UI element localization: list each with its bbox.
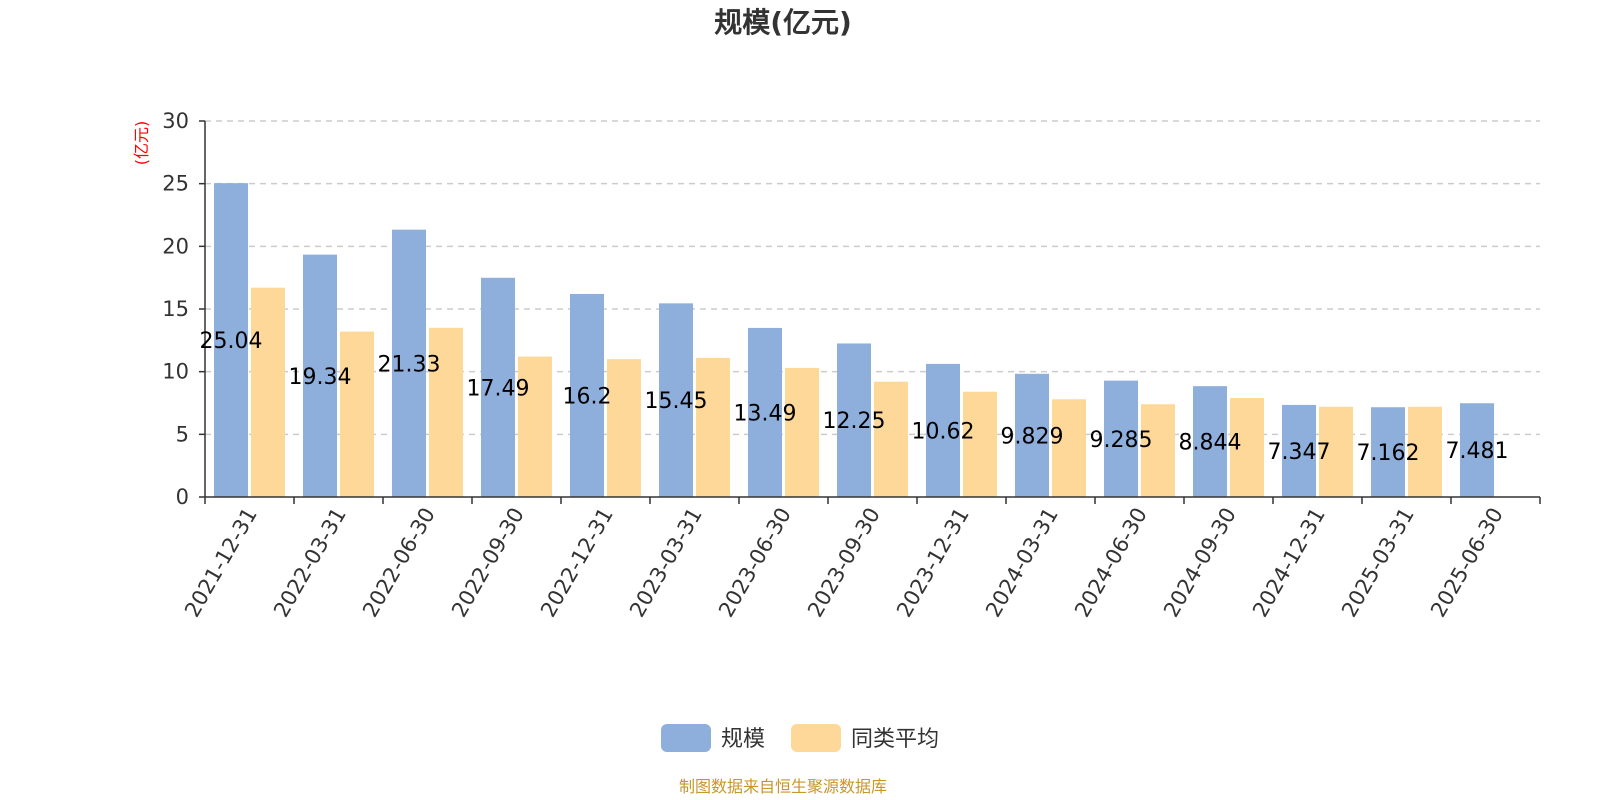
bar-peer-average[interactable] xyxy=(696,357,730,497)
bar-peer-average[interactable] xyxy=(1230,397,1264,497)
bar-peer-average[interactable] xyxy=(1052,399,1086,497)
y-axis: 0 5 10 15 20 25 30 xyxy=(162,109,206,509)
bar-peer-average[interactable] xyxy=(963,391,997,497)
bar-peer-average[interactable] xyxy=(340,331,374,497)
x-tick-label: 2024-03-31 xyxy=(981,504,1063,622)
bar-peer-average[interactable] xyxy=(251,287,285,497)
y-tick-label: 0 xyxy=(176,485,189,509)
bar-scale[interactable] xyxy=(748,327,782,497)
x-tick-label: 2025-06-30 xyxy=(1426,504,1508,622)
x-axis: 2021-12-31 2022-03-31 2022-06-30 2022-09-30… xyxy=(180,496,1541,622)
x-tick-label: 2023-03-31 xyxy=(625,504,707,622)
chart-title: 规模(亿元) xyxy=(714,6,852,39)
legend-label: 规模 xyxy=(721,727,765,752)
bar-scale[interactable] xyxy=(659,303,693,497)
x-tick-label: 2021-12-31 xyxy=(180,504,262,622)
x-tick-label: 2022-09-30 xyxy=(447,504,529,622)
y-axis-unit-label: (亿元) xyxy=(132,121,151,166)
y-tick-label: 20 xyxy=(162,234,189,258)
bar-scale[interactable] xyxy=(570,293,604,497)
data-label: 8.844 xyxy=(1179,431,1242,456)
data-label: 10.62 xyxy=(912,419,975,444)
bar-peer-average[interactable] xyxy=(1408,406,1442,497)
x-tick-label: 2023-06-30 xyxy=(714,504,796,622)
bars xyxy=(214,183,1494,497)
data-label: 7.481 xyxy=(1446,439,1509,464)
bar-peer-average[interactable] xyxy=(518,356,552,497)
grid-lines xyxy=(205,120,1540,436)
legend-item-peer-average[interactable]: 同类平均 xyxy=(791,724,939,752)
bar-scale[interactable] xyxy=(303,254,337,497)
bar-peer-average[interactable] xyxy=(429,327,463,497)
bar-scale[interactable] xyxy=(214,183,248,497)
x-tick-label: 2024-06-30 xyxy=(1070,504,1152,622)
data-label: 25.04 xyxy=(200,329,263,354)
bar-peer-average[interactable] xyxy=(874,381,908,497)
data-label: 7.162 xyxy=(1357,441,1420,466)
x-tick-label: 2022-12-31 xyxy=(536,504,618,622)
legend-label: 同类平均 xyxy=(851,727,939,752)
data-label: 19.34 xyxy=(289,365,352,390)
y-tick-label: 10 xyxy=(162,360,189,384)
bar-scale[interactable] xyxy=(837,343,871,497)
bar-peer-average[interactable] xyxy=(1319,406,1353,497)
legend-swatch xyxy=(661,724,711,752)
bar-scale[interactable] xyxy=(1104,380,1138,497)
x-tick-label: 2024-12-31 xyxy=(1248,504,1330,622)
bar-scale[interactable] xyxy=(481,277,515,497)
legend-item-scale[interactable]: 规模 xyxy=(661,724,765,752)
x-tick-label: 2022-06-30 xyxy=(358,504,440,622)
y-tick-label: 25 xyxy=(162,172,189,196)
bar-peer-average[interactable] xyxy=(607,359,641,497)
x-tick-label: 2023-12-31 xyxy=(892,504,974,622)
data-label: 16.2 xyxy=(563,384,612,409)
data-label: 21.33 xyxy=(378,352,441,377)
y-tick-label: 5 xyxy=(176,422,189,446)
data-label: 12.25 xyxy=(823,409,886,434)
data-label: 17.49 xyxy=(467,376,530,401)
source-note: 制图数据来自恒生聚源数据库 xyxy=(679,777,887,796)
x-tick-label: 2024-09-30 xyxy=(1159,504,1241,622)
data-labels: 25.04 19.34 21.33 17.49 16.2 15.45 13.49 12.25 1… xyxy=(200,329,1509,466)
legend[interactable]: 规模 同类平均 xyxy=(661,724,939,752)
x-tick-label: 2022-03-31 xyxy=(269,504,351,622)
data-label: 9.829 xyxy=(1001,424,1064,449)
bar-scale[interactable] xyxy=(392,229,426,497)
bar-scale[interactable] xyxy=(1460,403,1494,497)
bar-scale[interactable] xyxy=(1015,373,1049,497)
bar-scale[interactable] xyxy=(926,363,960,497)
x-tick-label: 2023-09-30 xyxy=(803,504,885,622)
data-label: 7.347 xyxy=(1268,440,1331,465)
bar-scale[interactable] xyxy=(1371,407,1405,497)
data-label: 9.285 xyxy=(1090,428,1153,453)
bar-scale[interactable] xyxy=(1193,386,1227,497)
y-tick-label: 30 xyxy=(162,109,189,133)
x-tick-label: 2025-03-31 xyxy=(1337,504,1419,622)
bar-peer-average[interactable] xyxy=(785,367,819,497)
bar-scale[interactable] xyxy=(1282,404,1316,497)
y-tick-label: 15 xyxy=(162,297,189,321)
legend-swatch xyxy=(791,724,841,752)
bar-peer-average[interactable] xyxy=(1141,404,1175,497)
data-label: 15.45 xyxy=(645,389,708,414)
data-label: 13.49 xyxy=(734,401,797,426)
